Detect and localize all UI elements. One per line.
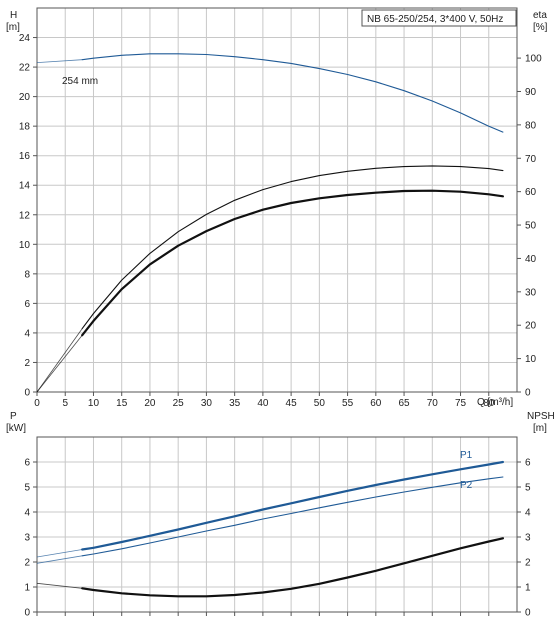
x-tick-label: 65	[398, 398, 410, 409]
x-tick-label: 80	[483, 398, 495, 409]
head-curve-label: 254 mm	[62, 76, 98, 87]
power-npsh-panel: P [kW] NPSH [m] 0 1 2 3 4 5 6 0 1 2 3 4 5 6 P1 P2	[6, 411, 555, 619]
series-extension-0	[36, 549, 83, 558]
left-tick-label: 12	[19, 210, 31, 221]
eta-axis-label: eta	[533, 10, 547, 21]
bottom-series-group	[36, 460, 504, 598]
right-tick-label: 100	[525, 54, 542, 65]
eta-axis-ticks: 0 10 20 30 40 50 60 70 80 90 100	[517, 54, 542, 399]
x-tick-label: 55	[342, 398, 354, 409]
left-tick-label: 18	[19, 122, 31, 133]
x-tick-label: 75	[455, 398, 467, 409]
left-tick-label: 6	[24, 299, 30, 310]
left-tick-label: 0	[24, 388, 30, 399]
x-tick-label: 30	[201, 398, 213, 409]
right-tick-label: 3	[525, 533, 531, 544]
title-box	[361, 9, 517, 27]
npsh-axis-ticks: 0 1 2 3 4 5 6	[517, 458, 531, 619]
series-line-1	[81, 476, 504, 557]
x-tick-label: 60	[370, 398, 382, 409]
left-tick-label: 16	[19, 151, 31, 162]
x-tick-label: 15	[116, 398, 128, 409]
right-tick-label: 90	[525, 87, 537, 98]
left-tick-label: 14	[19, 181, 31, 192]
x-tick-label: 5	[62, 398, 68, 409]
left-tick-label: 20	[19, 92, 31, 103]
left-tick-label: 5	[24, 483, 30, 494]
right-tick-label: 70	[525, 154, 537, 165]
left-tick-label: 4	[24, 508, 30, 519]
bottom-flow-axis-ticks	[36, 612, 490, 616]
left-tick-label: 22	[19, 63, 31, 74]
p2-curve-label: P2	[460, 480, 473, 491]
left-tick-label: 8	[24, 269, 30, 280]
left-tick-label: 2	[24, 358, 30, 369]
right-tick-label: 2	[525, 558, 531, 569]
right-tick-label: 60	[525, 187, 537, 198]
series-line-2	[81, 189, 504, 337]
right-tick-label: 0	[525, 388, 531, 399]
left-tick-label: 0	[24, 608, 30, 619]
top-plot-frame	[36, 7, 518, 393]
bottom-plot-frame	[36, 436, 518, 613]
right-tick-label: 20	[525, 321, 537, 332]
series-line-1	[81, 165, 504, 330]
npsh-axis-label: NPSH	[527, 411, 555, 422]
eta-axis-unit: [%]	[533, 22, 548, 33]
power-axis-unit: [kW]	[6, 423, 26, 434]
right-tick-label: 80	[525, 120, 537, 131]
right-tick-label: 40	[525, 254, 537, 265]
x-tick-label: 40	[257, 398, 269, 409]
right-tick-label: 6	[525, 458, 531, 469]
bottom-plot-area	[37, 437, 517, 612]
right-tick-label: 4	[525, 508, 531, 519]
x-tick-label: 35	[229, 398, 241, 409]
x-tick-label: 20	[144, 398, 156, 409]
series-extension-2	[36, 582, 83, 589]
left-tick-label: 24	[19, 33, 31, 44]
x-tick-label: 70	[427, 398, 439, 409]
right-tick-label: 0	[525, 608, 531, 619]
head-efficiency-panel: H [m] eta [%] NB 65-250/254, 3*400 V, 50…	[6, 7, 548, 409]
flow-axis-ticks: 0 5 10 15 20 25 30 35 40 45 50 55 60 65 70 75 80	[34, 392, 495, 409]
chart-title: NB 65-250/254, 3*400 V, 50Hz	[367, 14, 503, 25]
power-axis-label: P	[10, 411, 17, 422]
x-tick-label: 45	[286, 398, 298, 409]
right-tick-label: 1	[525, 583, 531, 594]
left-tick-label: 3	[24, 533, 30, 544]
npsh-axis-unit: [m]	[533, 423, 547, 434]
head-axis-label: H	[10, 10, 17, 21]
series-extension-1	[36, 555, 83, 564]
left-tick-label: 2	[24, 558, 30, 569]
series-line-2	[81, 537, 504, 598]
flow-axis-label: Q [m³/h]	[477, 397, 513, 408]
left-tick-label: 6	[24, 458, 30, 469]
right-tick-label: 50	[525, 221, 537, 232]
right-tick-label: 5	[525, 483, 531, 494]
series-line-0	[81, 460, 504, 551]
series-line-0	[81, 53, 504, 133]
p1-curve-label: P1	[460, 450, 473, 461]
x-tick-label: 0	[34, 398, 40, 409]
left-tick-label: 10	[19, 240, 31, 251]
left-tick-label: 4	[24, 328, 30, 339]
series-extension-1	[36, 328, 83, 393]
series-extension-2	[36, 334, 83, 393]
head-axis-unit: [m]	[6, 22, 20, 33]
right-tick-label: 10	[525, 354, 537, 365]
left-tick-label: 1	[24, 583, 30, 594]
x-tick-label: 50	[314, 398, 326, 409]
x-tick-label: 25	[173, 398, 185, 409]
power-axis-ticks: 0 1 2 3 4 5 6	[24, 458, 37, 619]
top-series-group	[36, 53, 504, 393]
x-tick-label: 10	[88, 398, 100, 409]
series-extension-0	[36, 59, 83, 63]
top-plot-area	[37, 8, 517, 392]
right-tick-label: 30	[525, 287, 537, 298]
